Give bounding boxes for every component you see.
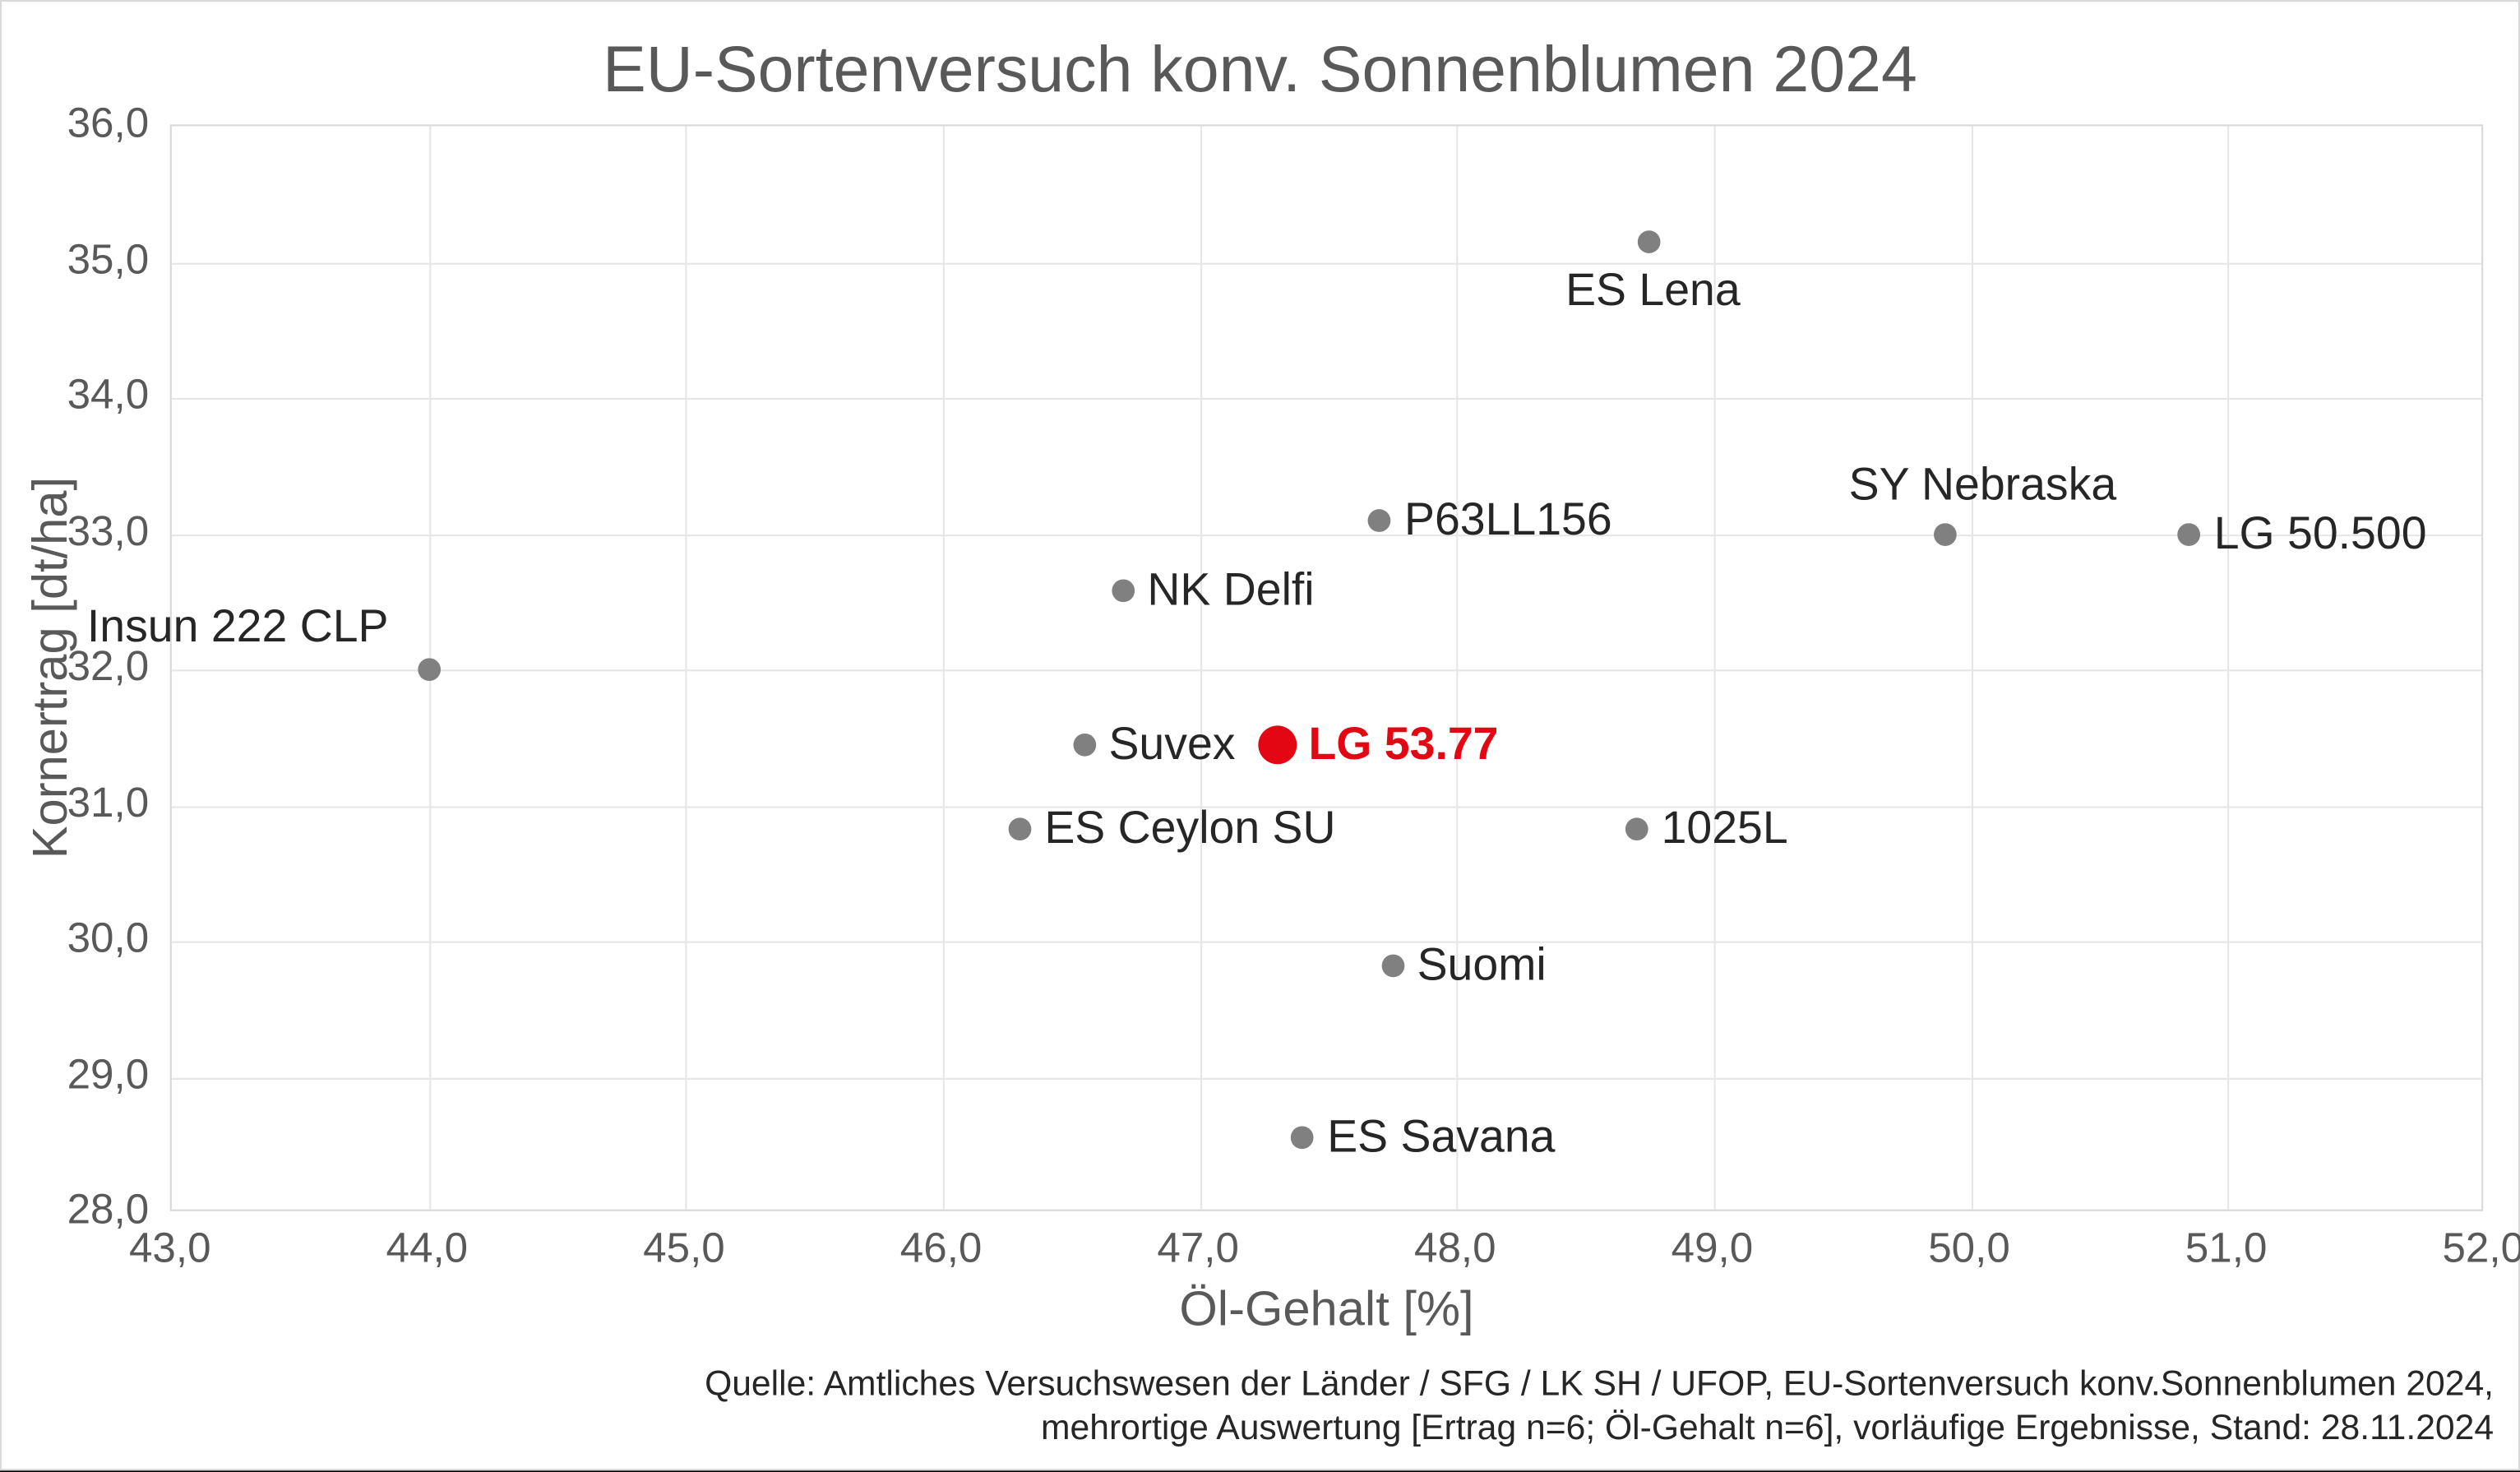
data-point	[1368, 509, 1391, 532]
gridline-horizontal	[172, 669, 2481, 671]
gridline-horizontal	[172, 398, 2481, 400]
gridline-vertical	[2228, 126, 2230, 1209]
plot-area: Insun 222 CLPNK DelfiSuvexES Ceylon SULG…	[170, 124, 2483, 1210]
x-tick-label: 51,0	[2185, 1225, 2268, 1275]
data-point-label: ES Ceylon SU	[1044, 802, 1335, 856]
x-tick-label: 44,0	[386, 1225, 469, 1275]
chart-title: EU-Sortenversuch konv. Sonnenblumen 2024	[2, 2, 2518, 121]
y-tick-label: 36,0	[67, 100, 150, 149]
gridline-vertical	[686, 126, 687, 1209]
source-note: Quelle: Amtliches Versuchswesen der Länd…	[705, 1363, 2494, 1451]
data-point	[1934, 522, 1957, 545]
x-axis-label: Öl-Gehalt [%]	[1179, 1281, 1473, 1337]
x-tick-label: 49,0	[1672, 1225, 1754, 1275]
data-point-label: ES Lena	[1565, 262, 1741, 317]
data-point	[418, 658, 441, 681]
data-point	[1291, 1127, 1314, 1150]
x-tick-label: 47,0	[1157, 1225, 1239, 1275]
data-point	[1009, 818, 1032, 841]
x-tick-label: 48,0	[1414, 1225, 1496, 1275]
y-tick-label: 34,0	[67, 372, 150, 421]
data-point-label: NK Delfi	[1147, 562, 1314, 617]
gridline-vertical	[1200, 126, 1201, 1209]
y-tick-label: 30,0	[67, 915, 150, 965]
y-tick-label: 29,0	[67, 1051, 150, 1100]
data-point-label: Suvex	[1108, 716, 1235, 771]
data-point-label: LG 53.77	[1308, 716, 1498, 771]
source-line: Quelle: Amtliches Versuchswesen der Länd…	[705, 1363, 2494, 1407]
gridline-vertical	[943, 126, 945, 1209]
gridline-horizontal	[172, 942, 2481, 943]
y-tick-label: 32,0	[67, 643, 150, 692]
data-point-label: SY Nebraska	[1849, 456, 2117, 511]
data-point	[1073, 733, 1096, 756]
x-tick-label: 46,0	[900, 1225, 983, 1275]
data-point-label: 1025L	[1662, 802, 1788, 856]
data-point-label: P63LL156	[1404, 492, 1612, 546]
data-point	[1625, 818, 1648, 841]
y-tick-label: 33,0	[67, 507, 150, 557]
gridline-horizontal	[172, 262, 2481, 264]
source-line: mehrortige Auswertung [Ertrag n=6; Öl-Ge…	[705, 1408, 2494, 1451]
x-tick-label: 50,0	[1928, 1225, 2010, 1275]
y-tick-label: 31,0	[67, 779, 150, 828]
data-point	[1258, 725, 1297, 764]
chart-container: EU-Sortenversuch konv. Sonnenblumen 2024…	[0, 0, 2520, 1470]
gridline-vertical	[1457, 126, 1459, 1209]
x-tick-label: 52,0	[2442, 1225, 2520, 1275]
gridline-horizontal	[172, 534, 2481, 535]
data-point-label: Suomi	[1417, 937, 1547, 992]
data-point	[1381, 954, 1404, 977]
y-tick-label: 35,0	[67, 236, 150, 285]
x-tick-label: 45,0	[643, 1225, 725, 1275]
y-axis-label: Kornertrag [dt/ha]	[23, 477, 79, 859]
data-point	[2178, 522, 2201, 545]
gridline-horizontal	[172, 1077, 2481, 1079]
data-point-label: ES Savana	[1327, 1110, 1555, 1164]
data-point	[1639, 230, 1662, 253]
data-point-label: LG 50.500	[2214, 506, 2427, 560]
data-point	[1112, 580, 1135, 603]
gridline-vertical	[1971, 126, 1972, 1209]
y-tick-label: 28,0	[67, 1187, 150, 1236]
